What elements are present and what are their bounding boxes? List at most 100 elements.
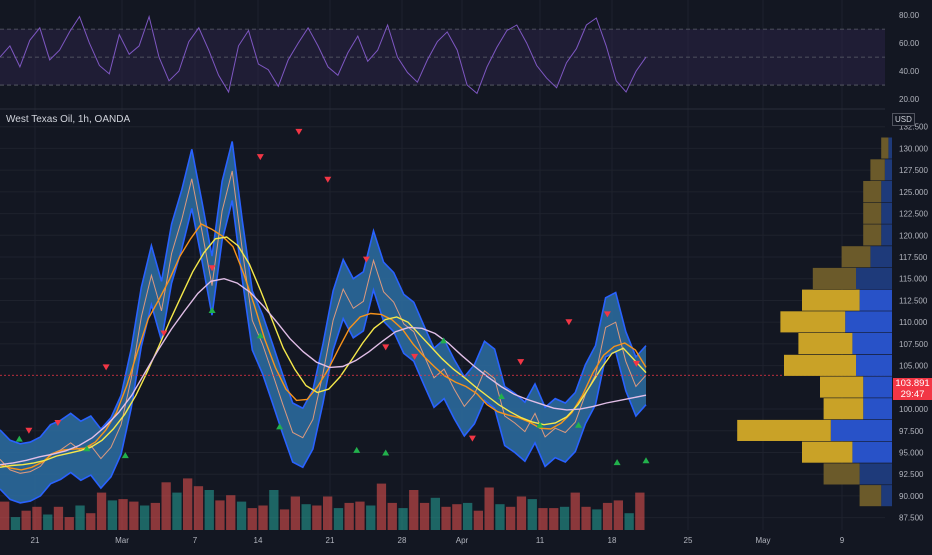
volume-bar xyxy=(495,504,505,530)
sell-signal-marker xyxy=(25,427,33,434)
volume-bar xyxy=(43,514,53,530)
volume-bar xyxy=(602,502,613,530)
time-axis-label: 25 xyxy=(684,536,693,545)
volume-profile-buy-bar xyxy=(802,441,853,463)
volume-bar xyxy=(193,486,204,530)
volume-profile-sell-bar xyxy=(870,246,892,268)
rsi-line xyxy=(0,14,647,95)
sell-signal-marker xyxy=(362,256,370,263)
volume-bar xyxy=(312,505,322,530)
sell-signal-marker xyxy=(603,311,611,318)
sell-signal-marker xyxy=(256,154,264,161)
volume-profile-sell-bar xyxy=(881,224,892,246)
time-axis-label: 21 xyxy=(326,536,335,545)
volume-bar xyxy=(86,513,96,530)
volume-bar xyxy=(570,492,580,530)
volume-bar xyxy=(398,508,408,530)
bar-countdown: 29:47 xyxy=(900,388,925,400)
volume-profile-sell-bar xyxy=(884,159,892,181)
volume-bar xyxy=(419,502,430,530)
price-axis-label: 100.000 xyxy=(899,405,928,414)
volume-bar xyxy=(32,506,42,530)
volume-bar xyxy=(107,500,117,530)
price-axis-label: 107.500 xyxy=(899,340,928,349)
volume-bar xyxy=(484,487,494,530)
volume-bar xyxy=(538,508,548,530)
volume-bar xyxy=(409,490,419,530)
price-axis-label: 117.500 xyxy=(899,253,928,262)
price-band-lower xyxy=(0,200,647,504)
volume-profile-buy-bar xyxy=(737,419,831,441)
price-band-fill xyxy=(0,141,646,503)
volume-profile-sell-bar xyxy=(881,181,892,203)
volume-profile-buy-bar xyxy=(859,485,882,507)
volume-bar xyxy=(53,506,64,530)
sell-signal-marker xyxy=(382,344,390,351)
price-axis-label: 97.500 xyxy=(899,427,924,436)
volume-profile-buy-bar xyxy=(881,137,889,159)
volume-bar xyxy=(549,508,559,530)
sell-signal-marker xyxy=(517,359,525,366)
time-axis-label: 9 xyxy=(840,536,845,545)
last-price-value: 103.891 xyxy=(895,378,930,389)
time-axis-label: 7 xyxy=(193,536,198,545)
volume-bar xyxy=(140,505,150,530)
volume-bar xyxy=(172,492,182,530)
volume-bar xyxy=(592,509,602,530)
buy-signal-marker xyxy=(642,457,650,464)
ma-mid-line xyxy=(0,236,647,468)
symbol-title[interactable]: West Texas Oil, 1h, OANDA xyxy=(6,114,131,125)
price-axis-label: 127.500 xyxy=(899,166,928,175)
volume-bar xyxy=(613,500,623,530)
rsi-tick-label: 60.00 xyxy=(899,39,920,48)
volume-profile-buy-bar xyxy=(784,354,856,376)
price-axis-label: 130.000 xyxy=(899,144,928,153)
time-axis-label: 11 xyxy=(536,536,545,545)
buy-signal-marker xyxy=(497,393,505,399)
price-axis-label: 120.000 xyxy=(899,231,928,240)
volume-bar xyxy=(0,501,10,530)
volume-profile-buy-bar xyxy=(863,202,882,224)
volume-bar xyxy=(247,508,257,530)
time-axis-label: 18 xyxy=(608,536,617,545)
volume-bar xyxy=(96,492,107,530)
volume-profile-sell-bar xyxy=(830,419,892,441)
sell-signal-marker xyxy=(324,176,332,183)
price-axis-label: 132.500 xyxy=(899,123,928,132)
price-line xyxy=(0,170,647,474)
volume-profile-sell-bar xyxy=(852,441,892,463)
buy-signal-marker xyxy=(382,449,390,456)
time-axis-label: Apr xyxy=(456,536,469,545)
buy-signal-marker xyxy=(256,332,264,339)
sell-signal-marker xyxy=(468,435,476,442)
sell-signal-marker xyxy=(632,360,640,367)
volume-profile-buy-bar xyxy=(820,376,864,398)
volume-bar xyxy=(150,502,160,530)
volume-bar xyxy=(161,482,171,530)
volume-bar xyxy=(226,495,236,530)
buy-signal-marker xyxy=(440,337,447,344)
volume-bar xyxy=(355,501,365,530)
volume-bar xyxy=(290,496,300,530)
price-axis-label: 92.500 xyxy=(899,470,924,479)
volume-bar xyxy=(624,513,634,530)
price-axis-label: 87.500 xyxy=(899,514,924,523)
volume-bar xyxy=(516,496,527,530)
volume-profile-buy-bar xyxy=(823,398,864,420)
volume-profile-sell-bar xyxy=(859,463,892,485)
volume-bar xyxy=(323,496,333,530)
volume-bar xyxy=(559,506,570,530)
volume-bar xyxy=(10,517,21,530)
volume-profile-sell-bar xyxy=(863,398,892,420)
volume-profile-buy-bar xyxy=(812,267,856,289)
volume-bar xyxy=(473,510,483,530)
volume-bar xyxy=(635,492,645,530)
price-axis-label: 112.500 xyxy=(899,296,928,305)
buy-signal-marker xyxy=(575,421,582,428)
volume-profile-sell-bar xyxy=(859,289,892,311)
volume-bar xyxy=(129,501,139,530)
volume-bar xyxy=(21,510,31,530)
time-axis-label: May xyxy=(755,536,770,545)
